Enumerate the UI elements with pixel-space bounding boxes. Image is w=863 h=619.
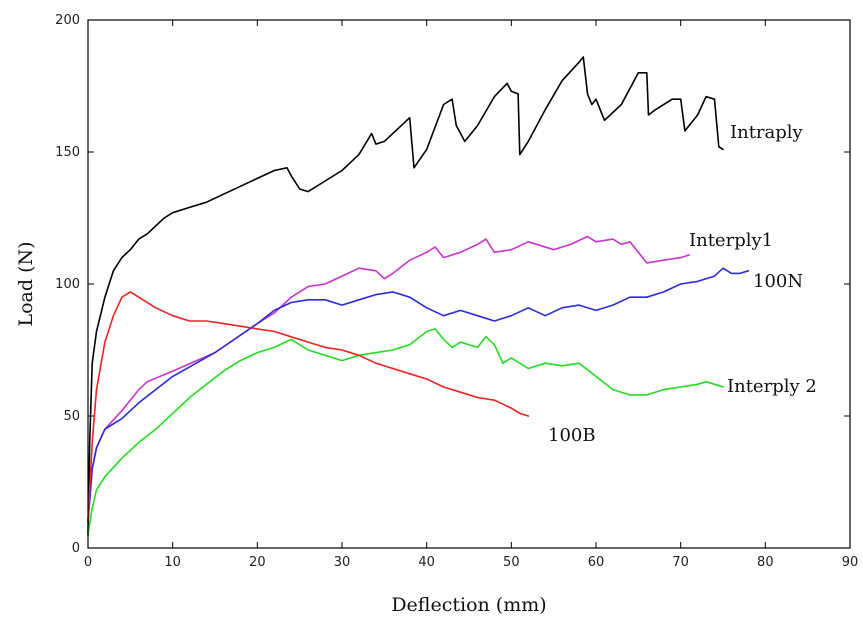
x-axis-title: Deflection (mm)	[391, 594, 546, 616]
x-tick-label: 50	[503, 555, 520, 570]
x-tick-label: 60	[588, 555, 605, 570]
series-labels: Intraply Interply1 100N Interply 2 100B	[548, 122, 817, 446]
y-axis: 0 50 100 150 200	[55, 13, 850, 556]
series-line-interply1	[87, 235, 690, 523]
series-layer	[87, 56, 750, 536]
y-axis-title: Load (N)	[15, 241, 37, 326]
y-tick-label: 50	[63, 409, 80, 424]
series-line-100n	[87, 267, 750, 523]
series-line-100b	[87, 291, 530, 523]
series-label-100n: 100N	[753, 271, 803, 292]
series-label-intraply: Intraply	[730, 122, 804, 143]
x-tick-label: 70	[672, 555, 689, 570]
x-axis: 0 10 20 30 40 50 60 70 80 90	[84, 20, 858, 570]
x-tick-label: 0	[84, 555, 92, 570]
plot-frame	[87, 19, 851, 549]
y-tick-label: 150	[55, 145, 80, 160]
series-label-interply-2: Interply 2	[727, 376, 817, 397]
series-line-interply-2	[87, 328, 724, 536]
series-line-intraply	[87, 56, 724, 536]
x-tick-label: 80	[757, 555, 774, 570]
y-tick-label: 200	[55, 13, 80, 28]
x-tick-label: 20	[249, 555, 266, 570]
series-label-100b: 100B	[548, 425, 596, 446]
x-tick-label: 10	[164, 555, 181, 570]
y-tick-label: 100	[55, 277, 80, 292]
x-tick-label: 40	[418, 555, 435, 570]
x-tick-label: 30	[334, 555, 351, 570]
y-tick-label: 0	[72, 541, 80, 556]
x-tick-label: 90	[842, 555, 859, 570]
series-label-interply1: Interply1	[689, 230, 773, 251]
